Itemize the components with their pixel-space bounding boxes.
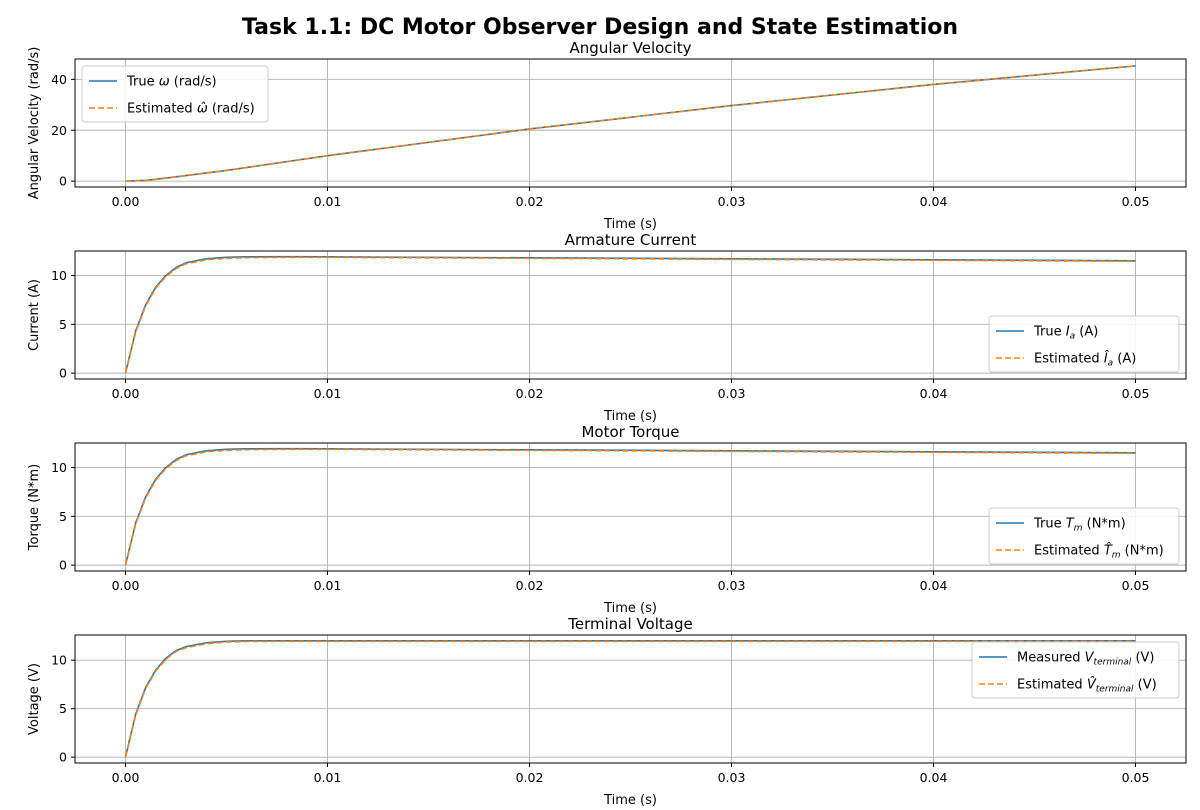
x-tick-label: 0.01 (314, 386, 342, 401)
y-tick-label: 5 (59, 509, 67, 524)
y-axis-label: Angular Velocity (rad/s) (27, 47, 42, 200)
legend: True Ia (A) Estimated Îa (A) (988, 315, 1180, 373)
x-tick-label: 0.04 (920, 770, 948, 785)
subplot-title: Armature Current (565, 231, 697, 249)
subplot-title: Terminal Voltage (567, 615, 692, 633)
subplots: Angular Velocity 0.00 0.01 0.02 0.03 0.04 0.05… (27, 39, 1187, 808)
x-tick-label: 0.03 (718, 770, 746, 785)
legend: True ω (rad/s) Estimated ω̂ (rad/s) (81, 65, 269, 123)
y-tick-label: 40 (51, 72, 67, 87)
true-series-line (125, 65, 1136, 182)
x-tick-label: 0.02 (516, 770, 544, 785)
legend-entry-label: Estimated Îa (A) (1034, 351, 1136, 369)
x-tick-label: 0.01 (314, 578, 342, 593)
x-tick-label: 0.04 (920, 194, 948, 209)
legend-entry-label: Measured Vterminal (V) (1017, 651, 1154, 668)
x-tick-label: 0.02 (516, 194, 544, 209)
axes-frame (74, 442, 1187, 572)
y-tick-label: 0 (59, 366, 67, 381)
x-tick-label: 0.00 (112, 386, 140, 401)
y-axis-label: Torque (N*m) (27, 464, 42, 551)
y-tick-label: 0 (59, 558, 67, 573)
x-tick-label: 0.05 (1122, 578, 1150, 593)
legend-box (81, 65, 269, 123)
legend: True Tm (N*m) Estimated T̂m (N*m) (988, 507, 1180, 565)
y-tick-label: 5 (59, 701, 67, 716)
legend-entry-label: True Ia (A) (1033, 325, 1098, 342)
subplot-title: Motor Torque (581, 423, 679, 441)
subplot-4: Terminal Voltage 0.00 0.01 0.02 0.03 0.04 0.05… (27, 615, 1187, 808)
x-tick-label: 0.03 (718, 194, 746, 209)
y-axis-label: Current (A) (27, 279, 42, 351)
x-tick-label: 0.01 (314, 194, 342, 209)
y-tick-label: 5 (59, 317, 67, 332)
x-axis-label: Time (s) (603, 409, 657, 424)
true-series-line (124, 255, 1136, 374)
subplot-title: Angular Velocity (570, 39, 692, 57)
true-series-line (124, 447, 1136, 566)
y-tick-label: 0 (59, 750, 67, 765)
estimated-series-line (124, 256, 1136, 374)
estimated-series-line (125, 65, 1136, 182)
legend-box (971, 641, 1180, 699)
y-tick-label: 10 (51, 460, 67, 475)
y-tick-label: 20 (51, 123, 67, 138)
legend-entry-label: Estimated V̂terminal (V) (1017, 677, 1157, 694)
x-axis-label: Time (s) (603, 217, 657, 232)
subplot-2: Armature Current 0.00 0.01 0.02 0.03 0.04 0.05… (27, 231, 1187, 424)
legend-entry-label: Estimated ω̂ (rad/s) (127, 102, 255, 117)
y-tick-label: 0 (59, 174, 67, 189)
legend: Measured Vterminal (V) Estimated V̂termin… (971, 641, 1180, 699)
x-tick-label: 0.02 (516, 386, 544, 401)
axes-frame (74, 58, 1187, 188)
estimated-series-line (124, 640, 1136, 758)
subplot-3: Motor Torque 0.00 0.01 0.02 0.03 0.04 0.05 0 5 10… (27, 423, 1187, 616)
x-tick-label: 0.01 (314, 770, 342, 785)
x-axis-label: Time (s) (603, 601, 657, 616)
x-axis-label: Time (s) (603, 793, 657, 808)
x-tick-label: 0.05 (1122, 194, 1150, 209)
axes-frame (74, 250, 1187, 380)
legend-box (988, 507, 1180, 565)
x-tick-label: 0.04 (920, 578, 948, 593)
x-tick-label: 0.05 (1122, 770, 1150, 785)
figure-title: Task 1.1: DC Motor Observer Design and S… (242, 15, 958, 40)
y-tick-label: 10 (51, 268, 67, 283)
x-tick-label: 0.00 (112, 578, 140, 593)
x-tick-label: 0.05 (1122, 386, 1150, 401)
x-tick-label: 0.00 (112, 194, 140, 209)
x-tick-label: 0.03 (718, 386, 746, 401)
legend-box (988, 315, 1180, 373)
axes-frame (74, 634, 1187, 764)
x-tick-label: 0.00 (112, 770, 140, 785)
legend-entry-label: Estimated T̂m (N*m) (1034, 543, 1164, 560)
estimated-series-line (124, 448, 1136, 566)
legend-entry-label: True ω (rad/s) (126, 75, 217, 90)
x-tick-label: 0.02 (516, 578, 544, 593)
legend-entry-label: True Tm (N*m) (1033, 517, 1126, 534)
x-tick-label: 0.03 (718, 578, 746, 593)
y-tick-label: 10 (51, 653, 67, 668)
subplot-1: Angular Velocity 0.00 0.01 0.02 0.03 0.04 0.05… (27, 39, 1187, 232)
y-axis-label: Voltage (V) (27, 663, 42, 735)
x-tick-label: 0.04 (920, 386, 948, 401)
